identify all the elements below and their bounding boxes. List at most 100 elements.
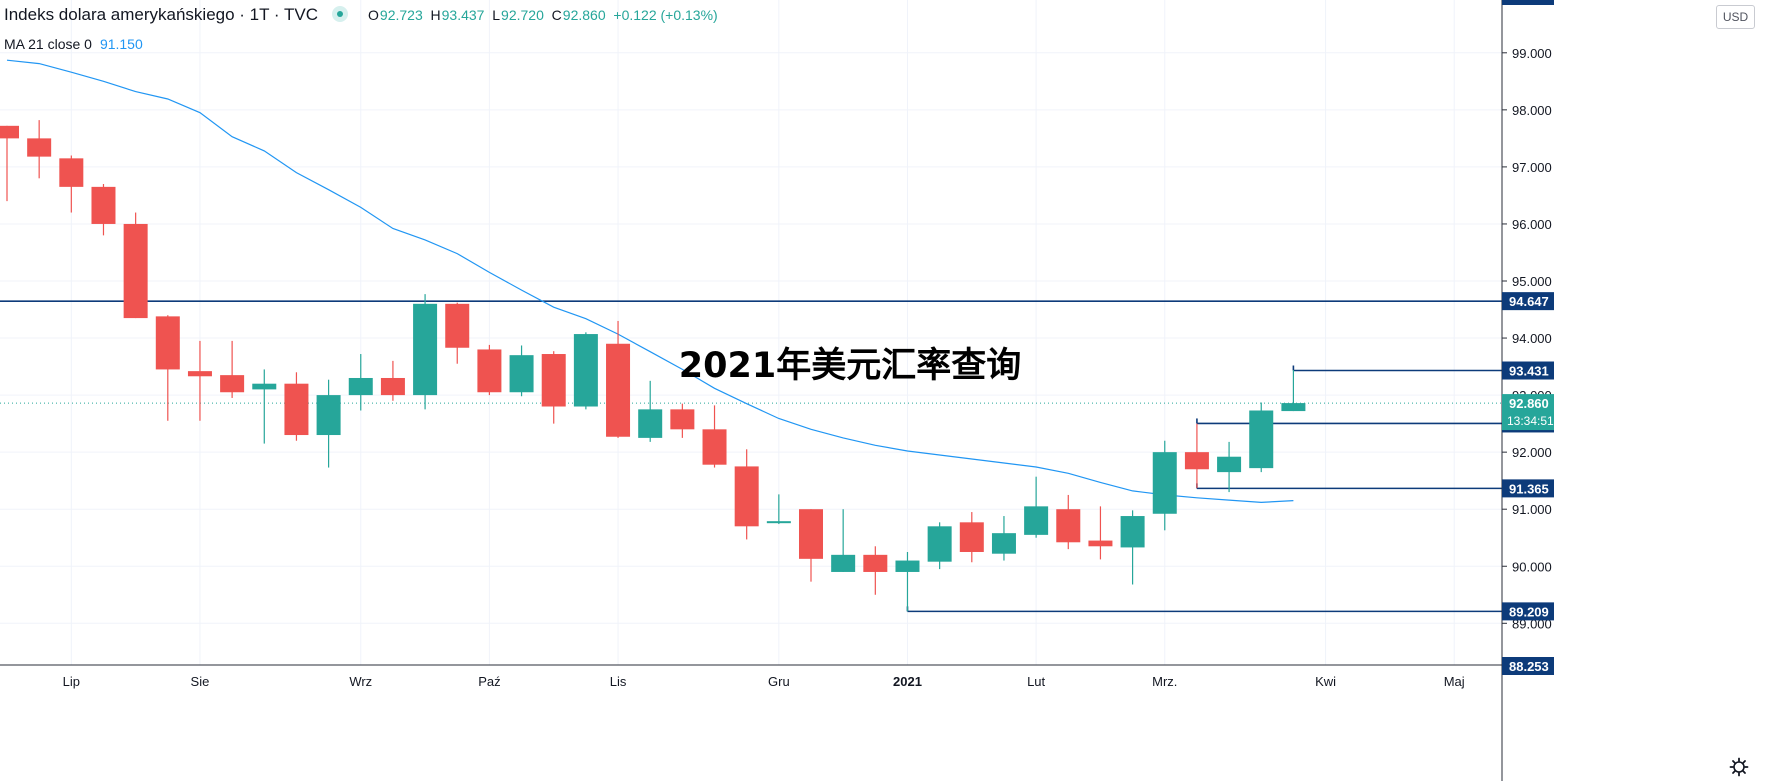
symbol-title[interactable]: Indeks dolara amerykańskiego · 1T · TVC	[4, 5, 319, 24]
candle	[413, 294, 438, 410]
candle	[27, 120, 52, 179]
candle-body	[59, 158, 84, 187]
candle	[702, 405, 727, 468]
candle	[799, 509, 823, 582]
candle	[606, 320, 631, 438]
price-tag-label: 88.253	[1509, 659, 1549, 674]
candle	[59, 155, 84, 213]
time-axis-label: Kwi	[1315, 674, 1336, 689]
candle	[445, 302, 470, 364]
close-value: 92.860	[562, 7, 606, 23]
price-tag-bg	[1502, 657, 1554, 675]
indicator-legend[interactable]: MA 21 close 0 91.150	[4, 36, 143, 52]
candle-body	[1184, 452, 1209, 470]
time-axis-label: Lut	[1027, 674, 1045, 689]
candle	[1184, 423, 1209, 489]
candle-body	[252, 383, 277, 390]
candle-body	[1217, 456, 1242, 473]
candle	[1024, 476, 1049, 538]
price-axis-label: 94.000	[1512, 331, 1552, 346]
price-tag-label: 91.365	[1509, 481, 1549, 496]
candle-body	[123, 223, 148, 319]
candle	[0, 125, 19, 202]
candle	[766, 494, 791, 525]
candle-body	[831, 554, 856, 572]
ohlc-values: O92.723 H93.437 L92.720 C92.860 +0.122 (…	[368, 7, 718, 23]
price-tag-bg	[1502, 361, 1554, 380]
candle	[1152, 440, 1177, 531]
last-price-tag-bg	[1502, 394, 1554, 431]
candle	[380, 360, 405, 401]
candle-body	[1281, 403, 1306, 412]
time-axis-label: 2021	[893, 674, 922, 689]
indicator-label: MA 21 close 0	[4, 36, 92, 52]
candle-body	[27, 138, 52, 157]
candle	[863, 546, 888, 595]
candle-body	[187, 371, 212, 377]
price-axis-label: 90.000	[1512, 559, 1552, 574]
candle	[220, 340, 245, 398]
watermark-title: 2021年美元汇率查询	[678, 346, 1022, 386]
market-status-icon	[332, 6, 349, 22]
candle-body	[766, 521, 791, 524]
candle	[1217, 441, 1242, 493]
price-tag: 91.365	[1502, 479, 1554, 498]
price-axis-label: 96.000	[1512, 217, 1552, 232]
candle-body	[1249, 410, 1274, 469]
price-tag-label: 93.431	[1509, 364, 1549, 379]
gear-icon[interactable]	[1729, 757, 1749, 777]
last-price-tag: 92.860 13:34:51	[1502, 394, 1554, 431]
candle	[670, 403, 695, 438]
candle	[541, 351, 566, 424]
candle	[1088, 506, 1113, 560]
candle-body	[927, 526, 952, 562]
candle	[734, 449, 759, 540]
price-axis-label: 98.000	[1512, 103, 1552, 118]
candle	[477, 344, 502, 396]
candle	[831, 509, 856, 572]
price-tag: 89.209	[1502, 602, 1554, 621]
currency-button[interactable]: USD	[1716, 5, 1755, 29]
price-axis-label: 95.000	[1512, 274, 1552, 289]
candle-body	[477, 349, 502, 393]
time-axis-label: Paź	[478, 674, 500, 689]
candle-body	[91, 186, 116, 224]
indicator-value: 91.150	[99, 36, 143, 52]
candle	[573, 332, 598, 410]
change-value: +0.122 (+0.13%)	[613, 7, 718, 23]
low-value: 92.720	[501, 7, 544, 23]
candle	[252, 369, 277, 444]
candle-body	[380, 377, 405, 396]
candle-body	[155, 316, 180, 370]
candle-body	[541, 354, 566, 407]
price-axis-label: 91.000	[1512, 502, 1552, 517]
candle	[959, 512, 984, 563]
price-tag-bg	[1502, 602, 1554, 621]
candle-body	[895, 560, 920, 572]
candle-body	[1088, 540, 1113, 547]
candle	[509, 345, 534, 397]
candle	[187, 340, 212, 421]
bar-countdown: 13:34:51	[1507, 414, 1554, 428]
candle-body	[863, 554, 888, 572]
candle-body	[445, 303, 470, 348]
price-tag: 94.647	[1502, 292, 1554, 311]
candle-body	[348, 377, 373, 396]
candle	[927, 522, 952, 570]
candle	[1249, 402, 1274, 473]
candle-body	[509, 355, 534, 393]
time-axis-label: Mrz.	[1152, 674, 1177, 689]
chart-header: Indeks dolara amerykańskiego · 1T · TVC O…	[4, 5, 718, 25]
candle	[316, 379, 341, 468]
candle	[91, 184, 116, 236]
time-axis-label: Gru	[768, 674, 790, 689]
candle	[991, 516, 1016, 561]
price-tag-bg	[1502, 479, 1554, 498]
candle-body	[413, 303, 438, 396]
candle-body	[638, 409, 663, 438]
candle-body	[734, 466, 759, 527]
time-axis-label: Maj	[1444, 674, 1465, 689]
open-value: 92.723	[379, 7, 423, 23]
candle-body	[606, 343, 631, 437]
